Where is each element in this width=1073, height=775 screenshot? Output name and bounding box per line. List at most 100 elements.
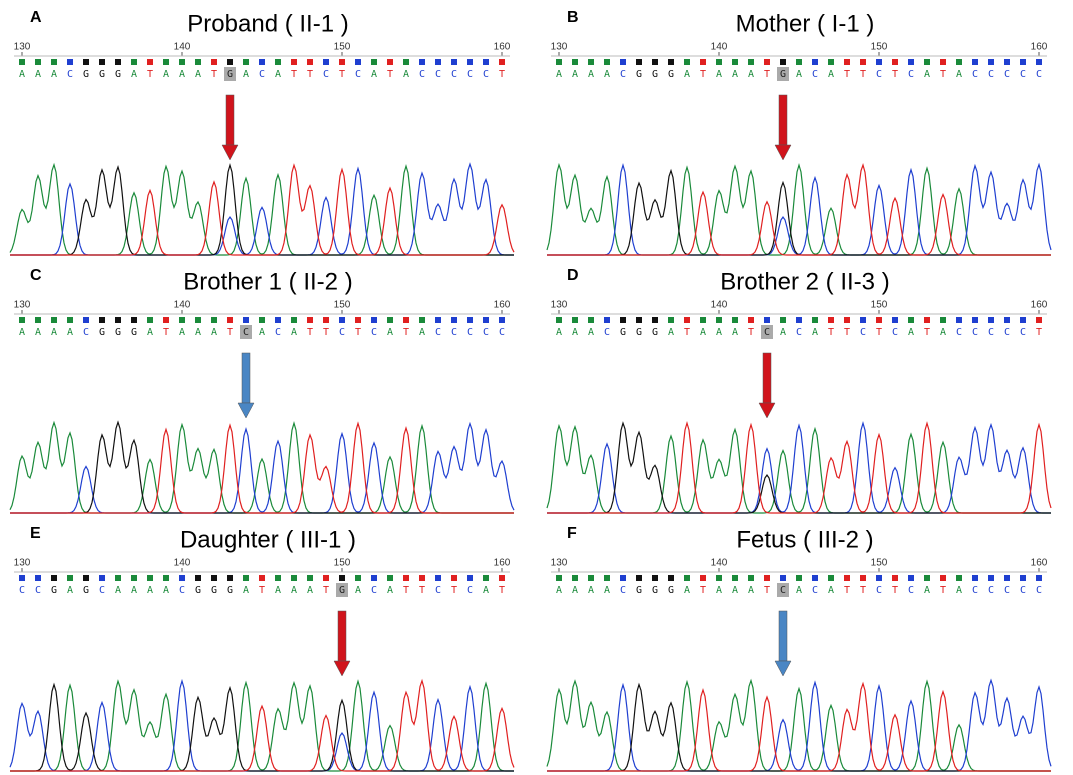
base-call: A <box>179 69 185 80</box>
quality-square <box>668 317 674 323</box>
position-label: 140 <box>711 558 728 569</box>
quality-square <box>163 317 169 323</box>
quality-square <box>483 317 489 323</box>
arrow-head <box>775 145 791 160</box>
base-call: G <box>227 585 233 596</box>
panel-letter: F <box>567 525 577 542</box>
quality-square <box>828 59 834 65</box>
quality-square <box>636 59 642 65</box>
base-call: A <box>924 585 930 596</box>
base-call: C <box>339 327 345 338</box>
base-call: A <box>243 69 249 80</box>
base-call: C <box>988 327 994 338</box>
position-label: 140 <box>711 42 728 53</box>
quality-square <box>972 317 978 323</box>
quality-square <box>355 59 361 65</box>
panel-letter: B <box>567 9 579 26</box>
quality-square <box>652 317 658 323</box>
base-call: C <box>908 69 914 80</box>
quality-square <box>892 317 898 323</box>
quality-square <box>451 317 457 323</box>
quality-square <box>115 59 121 65</box>
base-call: G <box>227 69 233 80</box>
quality-square <box>684 575 690 581</box>
arrow-shaft <box>338 611 346 661</box>
base-call: T <box>940 69 946 80</box>
quality-square <box>556 59 562 65</box>
base-call: A <box>684 585 690 596</box>
base-call: G <box>195 585 201 596</box>
base-call: C <box>83 327 89 338</box>
base-call: G <box>131 327 137 338</box>
base-call: G <box>115 69 121 80</box>
position-label: 130 <box>551 42 568 53</box>
quality-square <box>988 575 994 581</box>
quality-square <box>908 59 914 65</box>
base-call: C <box>1004 327 1010 338</box>
base-call: A <box>35 69 41 80</box>
trace <box>547 423 1051 513</box>
panel: CBrother 1 ( II-2 )130140150160AAAACGGGA… <box>10 267 514 513</box>
position-label: 150 <box>871 42 888 53</box>
base-call: A <box>19 69 25 80</box>
quality-square <box>908 317 914 323</box>
base-call: C <box>355 69 361 80</box>
figure: AProband ( II-1 )130140150160AAACGGGATAA… <box>0 0 1073 775</box>
quality-square <box>275 317 281 323</box>
arrow-head <box>222 145 238 160</box>
quality-square <box>604 59 610 65</box>
base-call: C <box>451 327 457 338</box>
position-label: 140 <box>174 300 191 311</box>
base-call: G <box>83 69 89 80</box>
base-call: G <box>668 69 674 80</box>
base-call: T <box>227 327 233 338</box>
base-call: A <box>163 69 169 80</box>
quality-square <box>499 575 505 581</box>
base-call: T <box>291 69 297 80</box>
quality-square <box>732 317 738 323</box>
base-call: A <box>812 327 818 338</box>
quality-square <box>972 575 978 581</box>
base-call: T <box>892 69 898 80</box>
arrow-shaft <box>226 95 234 145</box>
quality-square <box>435 317 441 323</box>
base-call: A <box>275 585 281 596</box>
arrow-head <box>238 403 254 418</box>
quality-square <box>195 575 201 581</box>
quality-square <box>371 317 377 323</box>
quality-square <box>115 575 121 581</box>
base-call: T <box>147 69 153 80</box>
base-call: T <box>403 327 409 338</box>
quality-square <box>227 59 233 65</box>
quality-square <box>451 59 457 65</box>
quality-square <box>147 317 153 323</box>
base-call: C <box>812 585 818 596</box>
quality-square <box>860 317 866 323</box>
quality-square <box>499 317 505 323</box>
panel-title: Brother 2 ( II-3 ) <box>720 268 889 295</box>
base-call: C <box>275 327 281 338</box>
quality-square <box>732 575 738 581</box>
base-call: C <box>796 327 802 338</box>
quality-square <box>403 317 409 323</box>
base-call: A <box>940 327 946 338</box>
base-call: T <box>323 585 329 596</box>
base-call: A <box>732 327 738 338</box>
quality-square <box>668 59 674 65</box>
quality-square <box>195 317 201 323</box>
quality-square <box>291 59 297 65</box>
quality-square <box>1004 317 1010 323</box>
arrow-shaft <box>779 95 787 145</box>
quality-square <box>307 59 313 65</box>
trace <box>547 685 1051 771</box>
quality-square <box>259 317 265 323</box>
quality-square <box>419 317 425 323</box>
panel-letter: C <box>30 267 42 284</box>
quality-square <box>435 575 441 581</box>
quality-square <box>99 317 105 323</box>
base-call: A <box>668 327 674 338</box>
quality-square <box>924 575 930 581</box>
base-call: A <box>387 585 393 596</box>
quality-square <box>588 575 594 581</box>
quality-square <box>588 59 594 65</box>
